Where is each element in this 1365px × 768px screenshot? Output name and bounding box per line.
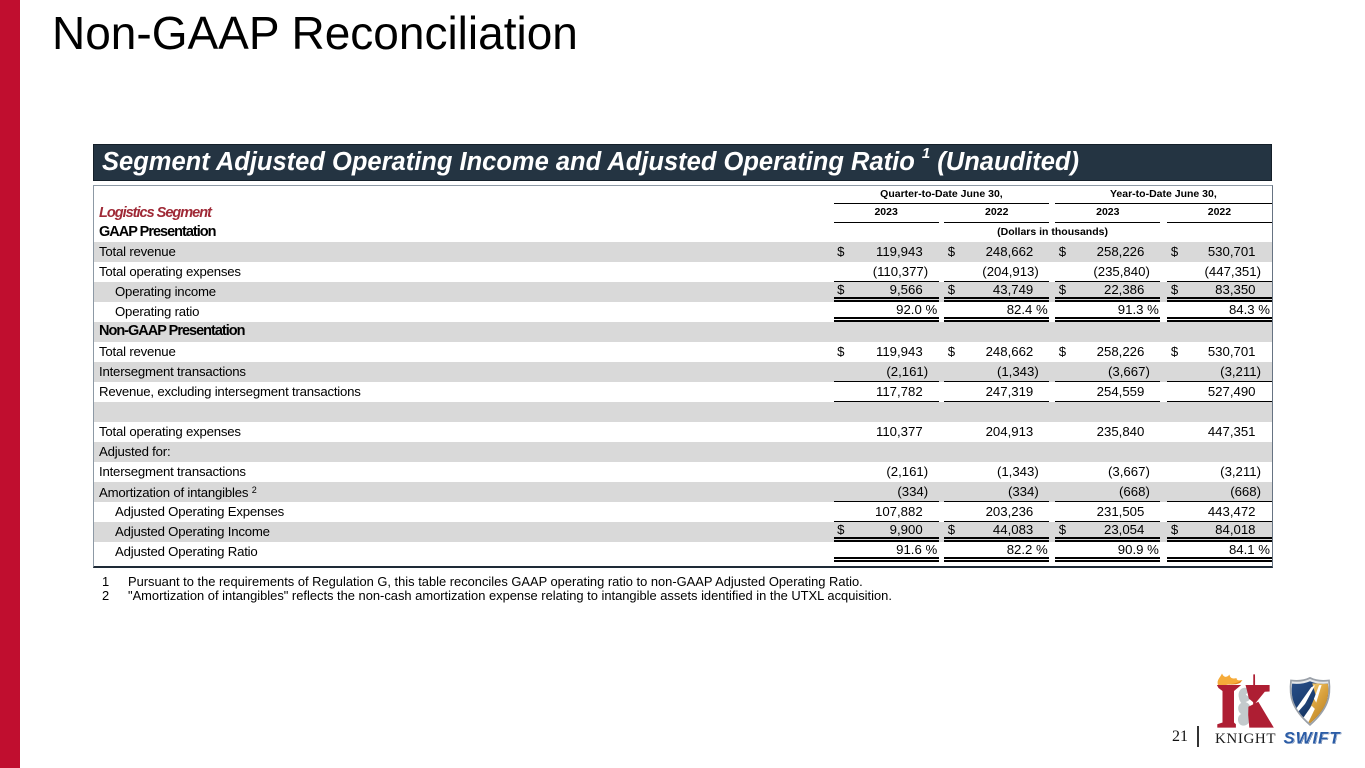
svg-text:SWIFT: SWIFT xyxy=(1284,729,1342,748)
svg-text:SWIFT: SWIFT xyxy=(1284,729,1342,748)
